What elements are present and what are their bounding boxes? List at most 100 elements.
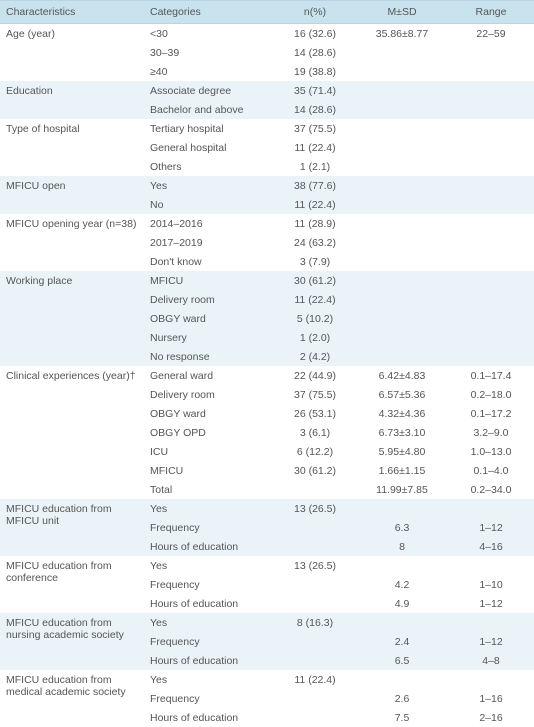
cell-category: Hours of education bbox=[144, 537, 274, 556]
cell-category: Nursery bbox=[144, 328, 274, 347]
cell-range bbox=[448, 252, 534, 271]
cell-msd: 6.42±4.83 bbox=[356, 366, 448, 385]
cell-category: Hours of education bbox=[144, 708, 274, 727]
header-row: Characteristics Categories n(%) M±SD Ran… bbox=[0, 1, 534, 24]
cell-msd bbox=[356, 271, 448, 290]
cell-category: Yes bbox=[144, 613, 274, 632]
cell-range bbox=[448, 670, 534, 689]
cell-category: MFICU bbox=[144, 461, 274, 480]
cell-msd bbox=[356, 100, 448, 119]
cell-n: 14 (28.6) bbox=[274, 100, 356, 119]
table-row: MFICU education from conferenceYes13 (26… bbox=[0, 556, 534, 575]
cell-range bbox=[448, 157, 534, 176]
cell-n: 14 (28.6) bbox=[274, 43, 356, 62]
header-range: Range bbox=[448, 1, 534, 24]
cell-category: Yes bbox=[144, 556, 274, 575]
cell-msd bbox=[356, 556, 448, 575]
cell-msd bbox=[356, 157, 448, 176]
cell-range bbox=[448, 233, 534, 252]
cell-n bbox=[274, 651, 356, 670]
cell-range bbox=[448, 138, 534, 157]
cell-category: General ward bbox=[144, 366, 274, 385]
cell-msd bbox=[356, 328, 448, 347]
cell-range: 1–12 bbox=[448, 594, 534, 613]
cell-n bbox=[274, 594, 356, 613]
cell-range: 22–59 bbox=[448, 24, 534, 44]
cell-category: Delivery room bbox=[144, 290, 274, 309]
header-n: n(%) bbox=[274, 1, 356, 24]
cell-n: 6 (12.2) bbox=[274, 442, 356, 461]
cell-n bbox=[274, 708, 356, 727]
cell-msd bbox=[356, 347, 448, 366]
cell-category: ≥40 bbox=[144, 62, 274, 81]
cell-category: No bbox=[144, 195, 274, 214]
cell-msd bbox=[356, 214, 448, 233]
table-row: MFICU education from medical academic so… bbox=[0, 670, 534, 689]
cell-n: 37 (75.5) bbox=[274, 119, 356, 138]
cell-category: General hospital bbox=[144, 138, 274, 157]
cell-category: Hours of education bbox=[144, 594, 274, 613]
cell-n: 11 (28.9) bbox=[274, 214, 356, 233]
cell-n: 37 (75.5) bbox=[274, 385, 356, 404]
cell-msd bbox=[356, 62, 448, 81]
cell-n bbox=[274, 575, 356, 594]
cell-category: OBGY ward bbox=[144, 404, 274, 423]
cell-n: 3 (6.1) bbox=[274, 423, 356, 442]
cell-category: 30–39 bbox=[144, 43, 274, 62]
table-row: MFICU openYes38 (77.6) bbox=[0, 176, 534, 195]
cell-range: 1–12 bbox=[448, 632, 534, 651]
cell-range bbox=[448, 613, 534, 632]
table-row: MFICU education from nursing academic so… bbox=[0, 613, 534, 632]
cell-range bbox=[448, 214, 534, 233]
cell-n: 5 (10.2) bbox=[274, 309, 356, 328]
cell-characteristic: MFICU education from nursing academic so… bbox=[0, 613, 144, 670]
cell-characteristic: Working place bbox=[0, 271, 144, 366]
cell-msd: 6.3 bbox=[356, 518, 448, 537]
cell-range bbox=[448, 328, 534, 347]
cell-n: 35 (71.4) bbox=[274, 81, 356, 100]
cell-range: 1–16 bbox=[448, 689, 534, 708]
cell-category: 2014–2016 bbox=[144, 214, 274, 233]
header-categories: Categories bbox=[144, 1, 274, 24]
cell-category: 2017–2019 bbox=[144, 233, 274, 252]
cell-msd: 4.32±4.36 bbox=[356, 404, 448, 423]
cell-msd bbox=[356, 252, 448, 271]
cell-range: 0.2–18.0 bbox=[448, 385, 534, 404]
cell-category: <30 bbox=[144, 24, 274, 44]
cell-msd: 2.4 bbox=[356, 632, 448, 651]
cell-range: 0.1–4.0 bbox=[448, 461, 534, 480]
cell-range bbox=[448, 62, 534, 81]
cell-category: No response bbox=[144, 347, 274, 366]
cell-category: Frequency bbox=[144, 518, 274, 537]
cell-n bbox=[274, 518, 356, 537]
table-row: Clinical experiences (year)†General ward… bbox=[0, 366, 534, 385]
cell-msd bbox=[356, 195, 448, 214]
table-row: Working placeMFICU30 (61.2) bbox=[0, 271, 534, 290]
cell-characteristic: Clinical experiences (year)† bbox=[0, 366, 144, 499]
cell-range bbox=[448, 176, 534, 195]
cell-characteristic: Type of hospital bbox=[0, 119, 144, 176]
cell-msd bbox=[356, 119, 448, 138]
cell-characteristic: Education bbox=[0, 81, 144, 119]
cell-msd bbox=[356, 613, 448, 632]
cell-category: Bachelor and above bbox=[144, 100, 274, 119]
cell-msd: 8 bbox=[356, 537, 448, 556]
cell-category: OBGY ward bbox=[144, 309, 274, 328]
cell-category: Frequency bbox=[144, 575, 274, 594]
cell-category: Delivery room bbox=[144, 385, 274, 404]
cell-category: Associate degree bbox=[144, 81, 274, 100]
cell-characteristic: MFICU education from conference bbox=[0, 556, 144, 613]
cell-category: Hours of education bbox=[144, 651, 274, 670]
cell-category: Frequency bbox=[144, 689, 274, 708]
cell-n bbox=[274, 689, 356, 708]
table-row: Age (year)<3016 (32.6)35.86±8.7722–59 bbox=[0, 24, 534, 44]
cell-msd: 5.95±4.80 bbox=[356, 442, 448, 461]
cell-n: 11 (22.4) bbox=[274, 195, 356, 214]
cell-characteristic: MFICU opening year (n=38) bbox=[0, 214, 144, 271]
cell-msd bbox=[356, 176, 448, 195]
cell-msd: 6.73±3.10 bbox=[356, 423, 448, 442]
cell-category: Yes bbox=[144, 670, 274, 689]
cell-n bbox=[274, 480, 356, 499]
cell-category: MFICU bbox=[144, 271, 274, 290]
cell-category: ICU bbox=[144, 442, 274, 461]
